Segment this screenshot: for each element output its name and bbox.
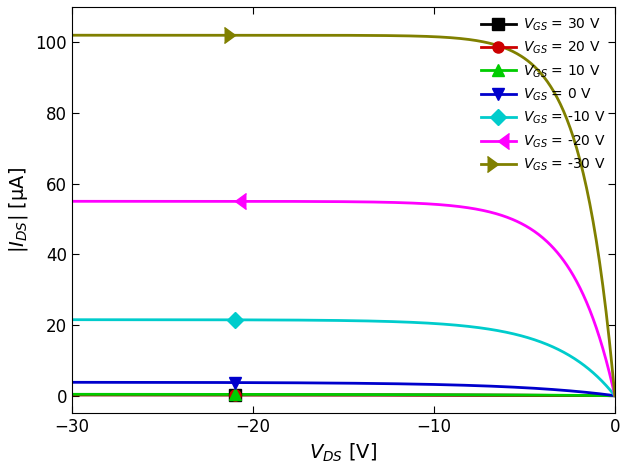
X-axis label: $V_{DS}$ [V]: $V_{DS}$ [V] bbox=[309, 442, 377, 464]
Y-axis label: |$I_{DS}$| [μA]: |$I_{DS}$| [μA] bbox=[7, 167, 30, 253]
Legend: $V_{GS}$ = 30 V, $V_{GS}$ = 20 V, $V_{GS}$ = 10 V, $V_{GS}$ = 0 V, $V_{GS}$ = -1: $V_{GS}$ = 30 V, $V_{GS}$ = 20 V, $V_{GS… bbox=[475, 11, 611, 179]
